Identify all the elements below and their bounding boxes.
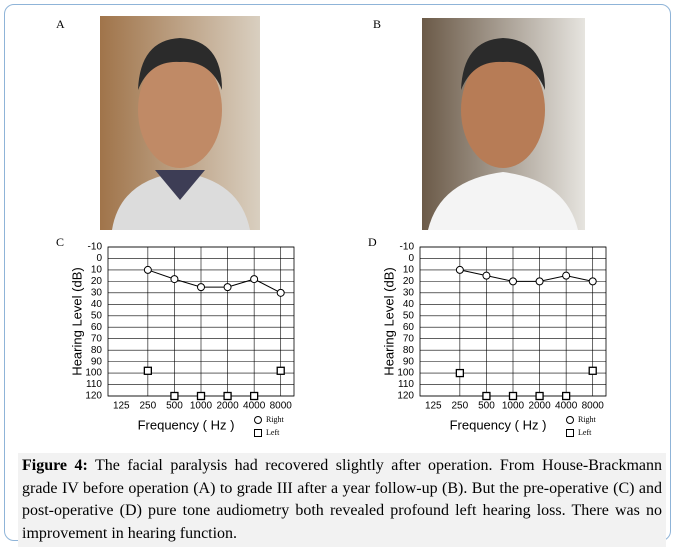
point — [171, 393, 178, 400]
x-tick-label: 250 — [140, 401, 157, 412]
y-tick-label: 30 — [91, 287, 103, 298]
panel-label: A — [56, 17, 65, 31]
y-tick-label: -10 — [400, 242, 415, 253]
point — [224, 393, 231, 400]
y-tick-label: 40 — [403, 299, 415, 310]
y-tick-label: 60 — [403, 322, 415, 333]
y-tick-label: 10 — [91, 265, 103, 276]
y-tick-label: 50 — [91, 310, 103, 321]
point — [456, 370, 463, 377]
panel-label: D — [368, 235, 377, 249]
x-tick-label: 2000 — [216, 401, 239, 412]
point — [483, 272, 490, 279]
y-tick-label: 60 — [91, 322, 103, 333]
y-tick-label: 40 — [91, 299, 103, 310]
point — [198, 393, 205, 400]
point — [144, 266, 151, 273]
legend-marker — [255, 430, 262, 437]
x-tick-label: 125 — [113, 401, 130, 412]
y-tick-label: 110 — [86, 379, 102, 390]
point — [251, 276, 258, 283]
point — [224, 284, 231, 291]
y-tick-label: 0 — [96, 253, 102, 264]
x-tick-label: 1000 — [502, 401, 525, 412]
y-tick-label: 120 — [397, 391, 414, 402]
y-tick-label: 30 — [403, 287, 415, 298]
y-tick-label: 0 — [408, 253, 414, 264]
point — [536, 278, 543, 285]
point — [277, 289, 284, 296]
y-tick-label: 80 — [91, 345, 103, 356]
x-axis-label: Frequency ( Hz ) — [450, 417, 547, 432]
point — [171, 276, 178, 283]
y-tick-label: 20 — [403, 276, 415, 287]
x-tick-label: 500 — [478, 401, 495, 412]
x-tick-label: 500 — [166, 401, 183, 412]
y-tick-label: 20 — [91, 276, 103, 287]
legend-label: Left — [266, 428, 280, 437]
y-tick-label: 110 — [398, 379, 414, 390]
x-tick-label: 4000 — [243, 401, 266, 412]
photo — [422, 18, 585, 230]
caption: Figure 4: The facial paralysis had recov… — [18, 453, 666, 547]
caption-label: Figure 4: — [22, 457, 88, 474]
x-tick-label: 8000 — [582, 401, 605, 412]
legend-marker — [255, 417, 262, 424]
point — [589, 367, 596, 374]
y-tick-label: 120 — [85, 391, 102, 402]
x-tick-label: 2000 — [528, 401, 551, 412]
page: A B C-1001020304050607080901001101201252… — [0, 0, 677, 547]
legend-label: Left — [578, 428, 592, 437]
y-tick-label: 10 — [403, 265, 415, 276]
y-tick-label: 100 — [85, 368, 102, 379]
y-tick-label: 100 — [397, 368, 414, 379]
photo — [100, 16, 260, 230]
series-line — [460, 270, 593, 281]
point — [483, 393, 490, 400]
point — [251, 393, 258, 400]
x-tick-label: 250 — [452, 401, 469, 412]
x-tick-label: 8000 — [270, 401, 293, 412]
point — [277, 367, 284, 374]
legend-label: Right — [578, 415, 597, 424]
y-tick-label: 70 — [403, 333, 415, 344]
y-axis-label: Hearing Level (dB) — [69, 267, 84, 375]
legend-marker — [567, 430, 574, 437]
y-axis-label: Hearing Level (dB) — [381, 267, 396, 375]
point — [589, 278, 596, 285]
point — [536, 393, 543, 400]
x-tick-label: 1000 — [190, 401, 213, 412]
point — [510, 393, 517, 400]
y-tick-label: -10 — [88, 242, 103, 253]
y-tick-label: 70 — [91, 333, 103, 344]
x-axis-label: Frequency ( Hz ) — [138, 417, 235, 432]
point — [144, 367, 151, 374]
y-tick-label: 90 — [91, 356, 103, 367]
x-tick-label: 4000 — [555, 401, 578, 412]
caption-text: The facial paralysis had recovered sligh… — [22, 457, 662, 542]
point — [198, 284, 205, 291]
legend-label: Right — [266, 415, 285, 424]
y-tick-label: 90 — [403, 356, 415, 367]
y-tick-label: 50 — [403, 310, 415, 321]
panel-label: C — [56, 235, 64, 249]
y-tick-label: 80 — [403, 345, 415, 356]
panel-label: B — [373, 17, 381, 31]
x-tick-label: 125 — [425, 401, 442, 412]
point — [510, 278, 517, 285]
point — [456, 266, 463, 273]
legend-marker — [567, 417, 574, 424]
point — [563, 393, 570, 400]
point — [563, 272, 570, 279]
